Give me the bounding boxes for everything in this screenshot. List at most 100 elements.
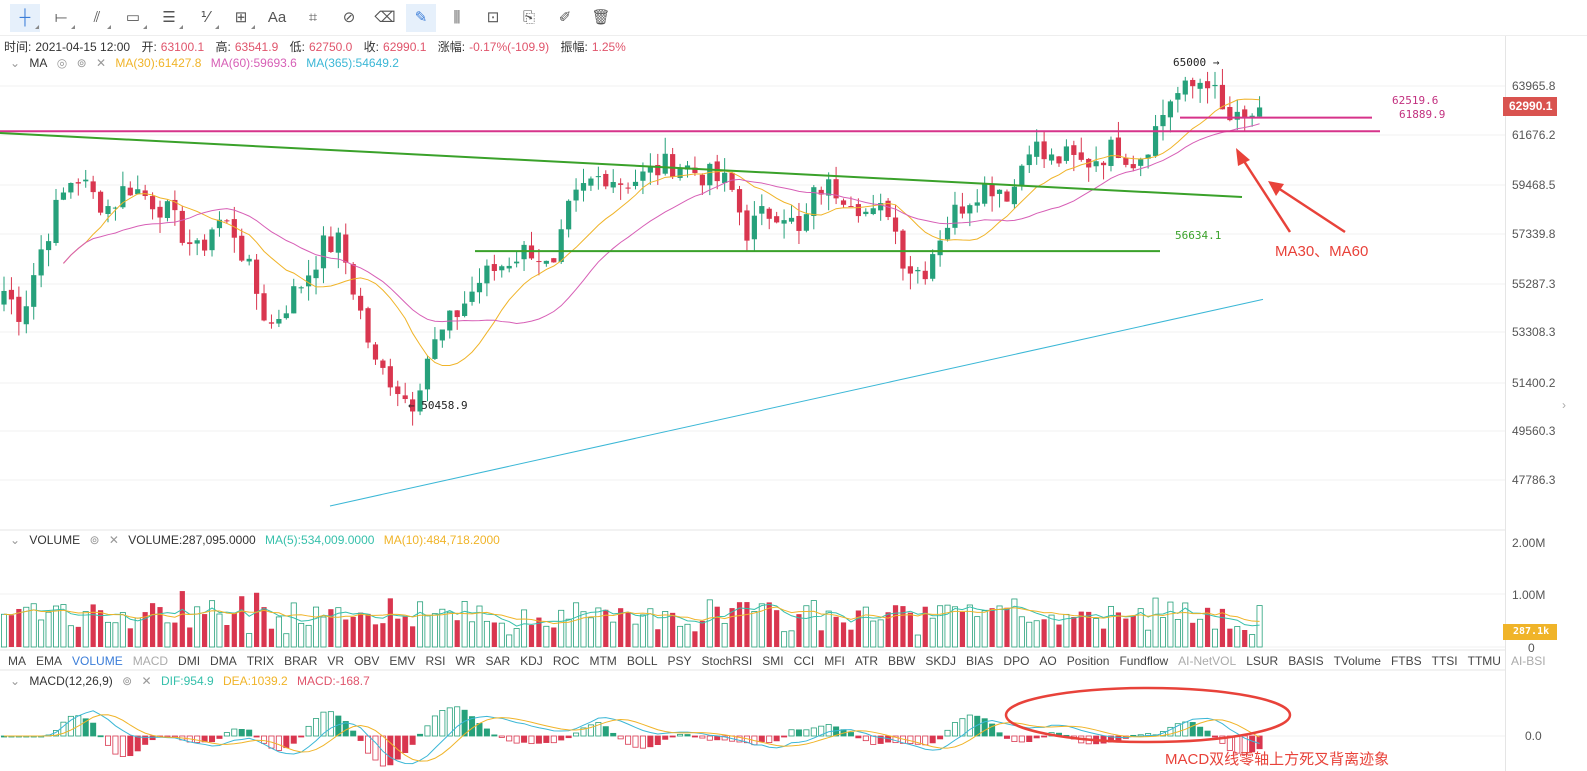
collapse-chevron-icon[interactable]: ⌄ <box>10 674 21 688</box>
tab-ai-bsi[interactable]: AI-BSI <box>1510 654 1546 668</box>
horizontal-line-tool[interactable]: ⟝ <box>46 4 76 32</box>
eye-icon[interactable]: ◎ <box>56 56 68 70</box>
candle-body <box>8 289 15 300</box>
high-value: 63541.9 <box>234 40 279 54</box>
draw-mode-tool[interactable]: ✎ <box>406 3 436 32</box>
rectangle-tool[interactable]: ▭ <box>118 4 148 32</box>
dropdown-triangle-icon[interactable] <box>215 24 219 29</box>
tab-kdj[interactable]: KDJ <box>520 654 543 668</box>
dropdown-triangle-icon[interactable] <box>179 24 183 29</box>
tab-brar[interactable]: BRAR <box>284 654 318 668</box>
macd-histogram-bar <box>231 728 238 737</box>
tab-mtm[interactable]: MTM <box>589 654 617 668</box>
tab-sar[interactable]: SAR <box>485 654 511 668</box>
collapse-chevron-icon[interactable]: ⌄ <box>10 533 21 547</box>
tab-boll[interactable]: BOLL <box>626 654 658 668</box>
candle-body <box>803 214 809 231</box>
candle-body <box>1182 80 1188 95</box>
notes-tool[interactable]: ✐ <box>550 4 580 32</box>
collapse-chevron-icon[interactable]: ⌄ <box>10 56 21 70</box>
tab-smi[interactable]: SMI <box>762 654 784 668</box>
volume-bar <box>610 621 617 648</box>
tab-cci[interactable]: CCI <box>793 654 815 668</box>
dropdown-triangle-icon[interactable] <box>143 24 147 29</box>
tab-dpo[interactable]: DPO <box>1003 654 1030 668</box>
macd-histogram-bar <box>194 735 201 743</box>
tab-bbw[interactable]: BBW <box>888 654 916 668</box>
price-axis-label: 55287.3 <box>1512 277 1556 291</box>
tab-ai-netvol[interactable]: AI-NetVOL <box>1178 654 1237 668</box>
candle-body <box>647 166 653 173</box>
measure-tool[interactable]: ⊞ <box>226 4 256 32</box>
dropdown-triangle-icon[interactable] <box>251 24 255 29</box>
dropdown-triangle-icon[interactable] <box>107 24 111 29</box>
tab-fundflow[interactable]: Fundflow <box>1119 654 1169 668</box>
bookmark-tool[interactable]: ⎘ <box>514 4 544 32</box>
close-icon[interactable]: ✕ <box>108 533 119 547</box>
eraser-tool[interactable]: ⌫ <box>370 4 400 32</box>
volume-bar <box>974 616 981 648</box>
expand-arrow-icon[interactable]: › <box>1562 398 1566 412</box>
candles-tool[interactable]: ⫼ <box>442 4 472 32</box>
trash-icon: 🗑 <box>591 9 611 26</box>
parallel-lines-tool[interactable]: ☰ <box>154 4 184 32</box>
magnet-strong-tool[interactable]: ⊘ <box>334 4 364 32</box>
tab-skdj[interactable]: SKDJ <box>925 654 957 668</box>
dropdown-triangle-icon[interactable] <box>71 24 75 29</box>
trash-tool[interactable]: 🗑 <box>586 4 616 32</box>
tab-ema[interactable]: EMA <box>36 654 63 668</box>
tab-stochrsi[interactable]: StochRSI <box>701 654 753 668</box>
tab-mfi[interactable]: MFI <box>824 654 845 668</box>
tab-obv[interactable]: OBV <box>354 654 380 668</box>
tab-tvolume[interactable]: TVolume <box>1333 654 1381 668</box>
macd-histogram-bar <box>907 735 914 744</box>
settings-icon[interactable]: ⊚ <box>76 56 87 70</box>
tab-volume[interactable]: VOLUME <box>72 654 123 668</box>
tab-bias[interactable]: BIAS <box>966 654 994 668</box>
crosshair-tool[interactable]: ┼ <box>10 3 40 32</box>
settings-icon[interactable]: ⊚ <box>89 533 100 547</box>
volume-bar <box>825 610 832 648</box>
candle-body <box>476 282 483 293</box>
tab-ttmu[interactable]: TTMU <box>1467 654 1501 668</box>
magnet-tool[interactable]: ⌗ <box>298 4 328 32</box>
tab-roc[interactable]: ROC <box>552 654 580 668</box>
tab-emv[interactable]: EMV <box>389 654 416 668</box>
lock-tool[interactable]: ⊡ <box>478 4 508 32</box>
macd-histogram-bar <box>773 735 780 742</box>
close-icon[interactable]: ✕ <box>95 56 107 70</box>
tab-ftbs[interactable]: FTBS <box>1390 654 1422 668</box>
text-tool[interactable]: Aa <box>262 4 292 32</box>
candle-body <box>707 163 713 186</box>
settings-icon[interactable]: ⊚ <box>122 674 133 688</box>
volume-bar <box>1182 602 1189 648</box>
macd-histogram-bar <box>1189 722 1196 737</box>
tab-rsi[interactable]: RSI <box>425 654 446 668</box>
fibonacci-tool[interactable]: ⅟ <box>190 4 220 32</box>
tab-ttsi[interactable]: TTSI <box>1431 654 1458 668</box>
tab-trix[interactable]: TRIX <box>246 654 275 668</box>
tab-dma[interactable]: DMA <box>210 654 237 668</box>
price-chart[interactable] <box>0 0 1505 771</box>
tab-atr[interactable]: ATR <box>854 654 879 668</box>
close-icon[interactable]: ✕ <box>141 674 152 688</box>
tab-basis[interactable]: BASIS <box>1288 654 1324 668</box>
tab-wr[interactable]: WR <box>455 654 476 668</box>
volume-bar <box>1204 607 1211 647</box>
volume-bar <box>45 611 52 648</box>
trend-line-tool[interactable]: ⫽ <box>82 4 112 32</box>
tab-macd[interactable]: MACD <box>132 654 169 668</box>
volume-bar <box>1159 617 1166 648</box>
tab-ma[interactable]: MA <box>8 654 26 668</box>
tab-position[interactable]: Position <box>1066 654 1110 668</box>
volume-bar <box>1130 615 1136 647</box>
tab-dmi[interactable]: DMI <box>178 654 201 668</box>
tab-vr[interactable]: VR <box>327 654 345 668</box>
dropdown-triangle-icon[interactable] <box>35 24 39 29</box>
macd-histogram-bar <box>573 732 580 737</box>
tab-ao[interactable]: AO <box>1039 654 1057 668</box>
macd-histogram-bar <box>625 735 632 745</box>
tab-psy[interactable]: PSY <box>667 654 692 668</box>
tab-lsur[interactable]: LSUR <box>1246 654 1279 668</box>
candle-body <box>439 329 445 341</box>
